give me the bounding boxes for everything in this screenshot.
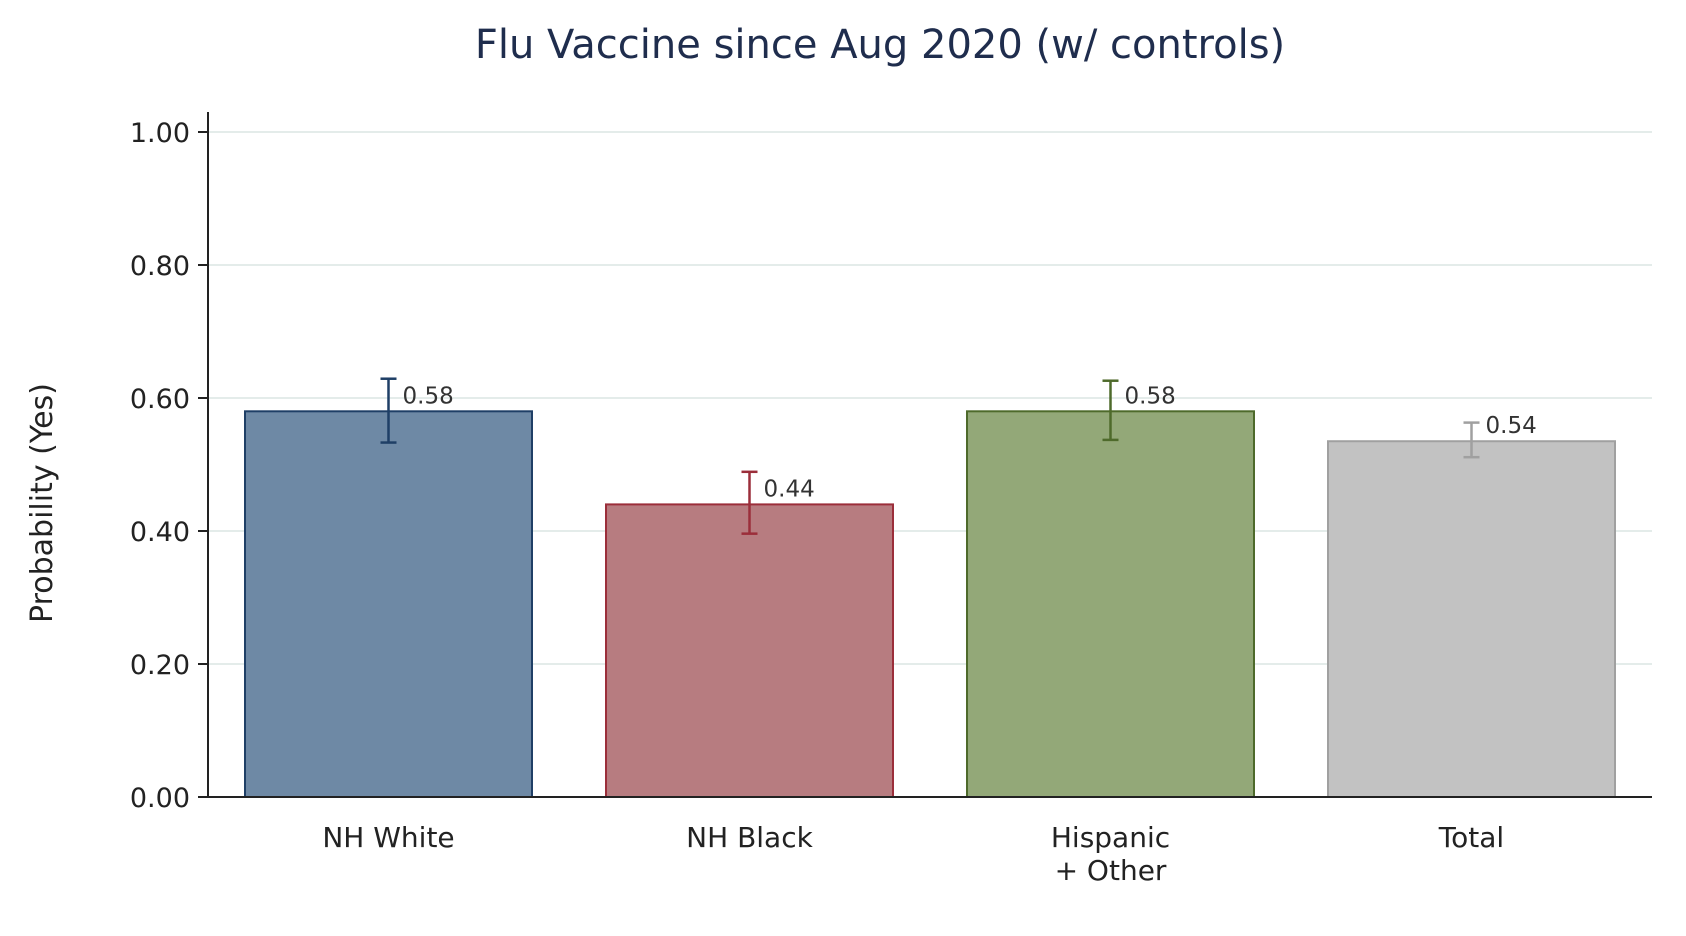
data-label: 0.54 [1486,413,1537,439]
bar [966,410,1255,798]
y-tick-label: 0.00 [130,783,190,814]
data-label: 0.58 [1125,383,1176,409]
bar [244,410,533,798]
data-label: 0.58 [403,383,454,409]
x-category-label: + Other [1055,854,1167,887]
y-tick-label: 1.00 [130,118,190,149]
y-axis-label: Probability (Yes) [25,383,60,623]
x-category-label: Total [1438,821,1504,854]
x-category-label: Hispanic [1051,821,1170,854]
bars [244,377,1616,798]
labels: 0.58 NH White 0.44 NH Black 0.58 Hispanic+ Ot… [322,383,1536,887]
axes: 0.00 0.20 0.40 0.60 0.80 1.00 [130,112,1652,814]
bar [1327,440,1616,798]
data-label: 0.44 [764,476,815,502]
x-category-label: NH Black [686,821,813,854]
x-category-label: NH White [322,821,454,854]
chart-title: Flu Vaccine since Aug 2020 (w/ controls) [475,22,1285,68]
y-tick-label: 0.40 [130,517,190,548]
y-tick-label: 0.20 [130,650,190,681]
y-tick-label: 0.60 [130,384,190,415]
bar [605,503,894,798]
y-tick-label: 0.80 [130,251,190,282]
